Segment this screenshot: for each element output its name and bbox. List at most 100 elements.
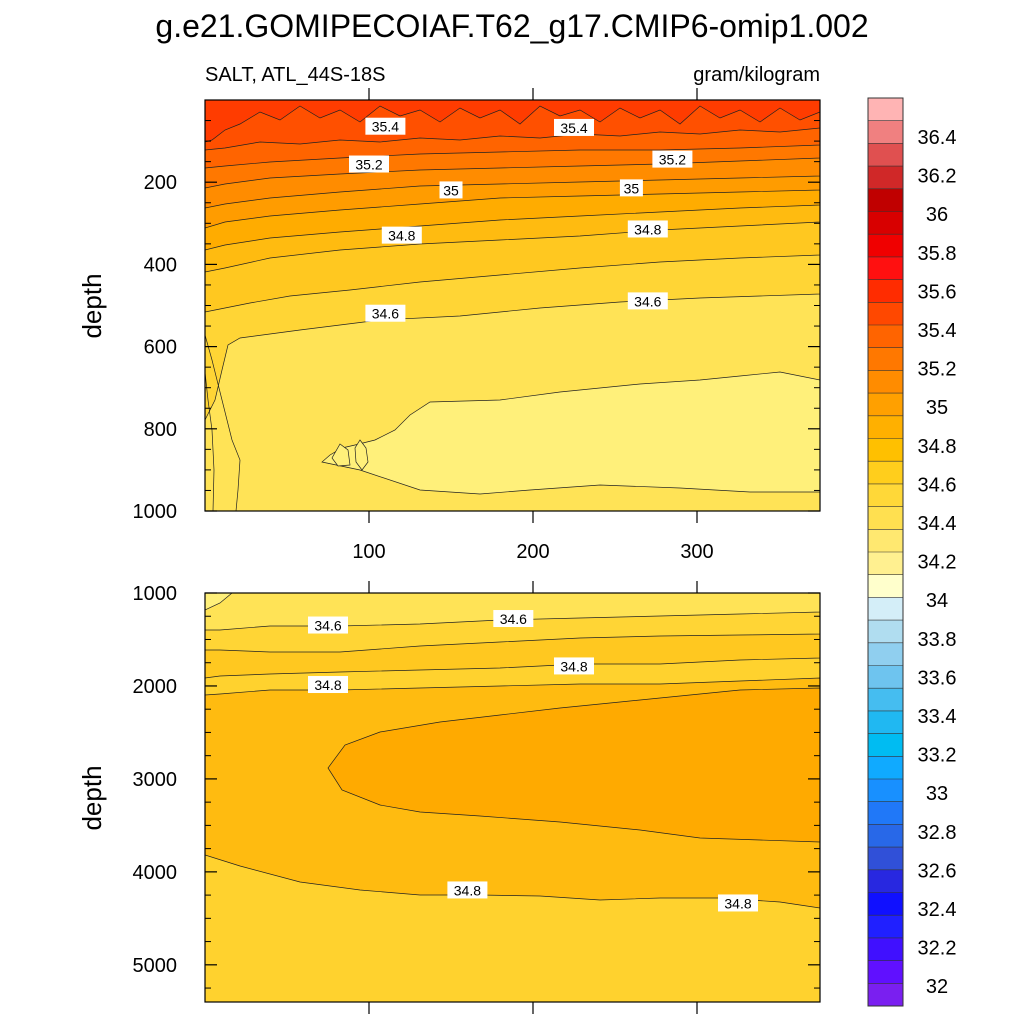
y-tick-label: 3000 xyxy=(133,769,178,791)
contour-label-text: 34.6 xyxy=(372,306,399,322)
fill-band-34-9-lower xyxy=(327,687,820,843)
colorbar-swatch xyxy=(868,801,903,825)
colorbar: 36.4 36.2 36 35.8 35.6 35.4 35.2 35 34.8 34.6 34.4… xyxy=(867,97,957,1007)
contour-label: 35.2 xyxy=(652,150,693,168)
chart-title: g.e21.GOMIPECOIAF.T62_g17.CMIP6-omip1.00… xyxy=(155,8,869,44)
colorbar-level-label: 36 xyxy=(926,204,948,226)
colorbar-swatch xyxy=(868,915,903,939)
contour-label-text: 34.8 xyxy=(560,658,587,674)
fill-band-35-5 xyxy=(205,100,820,143)
colorbar-swatch xyxy=(868,552,903,576)
x-tick-label: 200 xyxy=(516,541,549,563)
lower-y-axis-label: depth xyxy=(77,765,107,830)
contour-label-text: 35.2 xyxy=(355,157,382,173)
colorbar-level-label: 33.8 xyxy=(918,629,957,651)
colorbar-level-label: 35.4 xyxy=(918,320,957,342)
colorbar-level-label: 32.6 xyxy=(918,860,957,882)
colorbar-level-label: 32.8 xyxy=(918,822,957,844)
contour-label-text: 35 xyxy=(624,180,640,196)
y-tick-label: 4000 xyxy=(133,862,178,884)
colorbar-swatch xyxy=(868,710,903,735)
contour-label: 35.4 xyxy=(365,117,406,135)
contour-label-box xyxy=(554,118,594,136)
contour-label-text: 34.8 xyxy=(314,677,341,693)
colorbar-swatch xyxy=(868,438,903,462)
contour-label: 34.6 xyxy=(493,610,534,628)
colorbar-swatch xyxy=(868,166,903,190)
colorbar-swatch xyxy=(868,415,903,439)
colorbar-swatch xyxy=(868,143,903,167)
colorbar-swatch xyxy=(868,302,903,326)
colorbar-swatch xyxy=(868,325,903,349)
colorbar-swatch xyxy=(868,188,903,212)
colorbar-swatch xyxy=(868,779,903,803)
colorbar-swatch xyxy=(868,529,903,553)
contour-label-box xyxy=(627,220,668,238)
contour-label: 34.6 xyxy=(308,616,348,634)
colorbar-level-label: 36.2 xyxy=(918,166,957,188)
colorbar-level-label: 34.8 xyxy=(918,436,957,458)
colorbar-swatch xyxy=(868,937,903,962)
colorbar-swatch xyxy=(868,370,903,394)
colorbar-level-label: 33.2 xyxy=(918,745,957,767)
contour-label: 34.8 xyxy=(627,220,668,238)
contour-label-box xyxy=(381,226,422,244)
contour-label-text: 34.6 xyxy=(500,611,527,627)
contour-label: 34.8 xyxy=(447,881,488,899)
colorbar-swatch xyxy=(868,347,903,371)
contour-label: 34.8 xyxy=(718,894,758,912)
colorbar-swatch xyxy=(868,847,903,871)
colorbar-level-label: 35.2 xyxy=(918,359,957,381)
x-tick-label: 100 xyxy=(352,541,385,563)
contour-label-text: 34.8 xyxy=(634,221,661,237)
contour-label-text: 35.2 xyxy=(659,152,686,168)
colorbar-swatch xyxy=(868,960,903,984)
colorbar-swatch xyxy=(868,98,903,122)
contour-label: 34.8 xyxy=(554,657,594,675)
colorbar-level-label: 33.6 xyxy=(918,667,957,689)
contour-label-text: 34.8 xyxy=(454,882,481,898)
y-tick-label: 800 xyxy=(144,419,177,441)
colorbar-swatch xyxy=(868,642,903,666)
contour-label-box xyxy=(493,610,534,628)
colorbar-swatch xyxy=(868,393,903,417)
contour-label-text: 35.4 xyxy=(560,120,587,136)
colorbar-level-label: 33.4 xyxy=(918,706,957,728)
colorbar-swatch xyxy=(868,483,903,508)
colorbar-swatch xyxy=(868,892,903,916)
fill-pocket xyxy=(354,439,369,471)
contour-label: 35 xyxy=(439,181,463,199)
y-tick-label: 1000 xyxy=(133,583,178,605)
contour-label: 34.8 xyxy=(308,676,348,694)
colorbar-level-label: 33 xyxy=(926,783,948,805)
contour-label-box xyxy=(652,150,693,168)
colorbar-level-label: 34 xyxy=(926,590,948,612)
contour-label-box xyxy=(447,881,488,899)
contour-label-text: 35 xyxy=(443,182,459,198)
lower-panel-frame xyxy=(204,592,821,1003)
upper-panel xyxy=(205,100,820,511)
contour-label: 34.8 xyxy=(381,226,422,244)
western-boundary-contour-2 xyxy=(205,371,215,511)
contour-label-text: 34.6 xyxy=(634,293,661,309)
y-tick-label: 200 xyxy=(144,172,177,194)
colorbar-swatch xyxy=(868,620,903,644)
y-tick-label: 1000 xyxy=(133,501,178,523)
colorbar-level-label: 34.6 xyxy=(918,474,957,496)
contour-label: 34.6 xyxy=(627,292,668,310)
lower-panel xyxy=(205,593,820,1002)
colorbar-swatch xyxy=(868,665,903,689)
colorbar-swatch xyxy=(868,983,903,1007)
colorbar-level-label: 36.4 xyxy=(918,127,957,149)
colorbar-level-label: 32 xyxy=(926,976,948,998)
colorbar-swatch xyxy=(868,256,903,281)
colorbar-swatch xyxy=(868,869,903,893)
contour-label-box xyxy=(619,179,643,197)
y-tick-label: 2000 xyxy=(133,676,178,698)
contour-label-text: 34.8 xyxy=(724,895,751,911)
colorbar-swatch xyxy=(868,733,903,757)
colorbar-level-label: 34.2 xyxy=(918,552,957,574)
contour-label-box xyxy=(627,292,668,310)
contour-label-box xyxy=(554,657,594,675)
